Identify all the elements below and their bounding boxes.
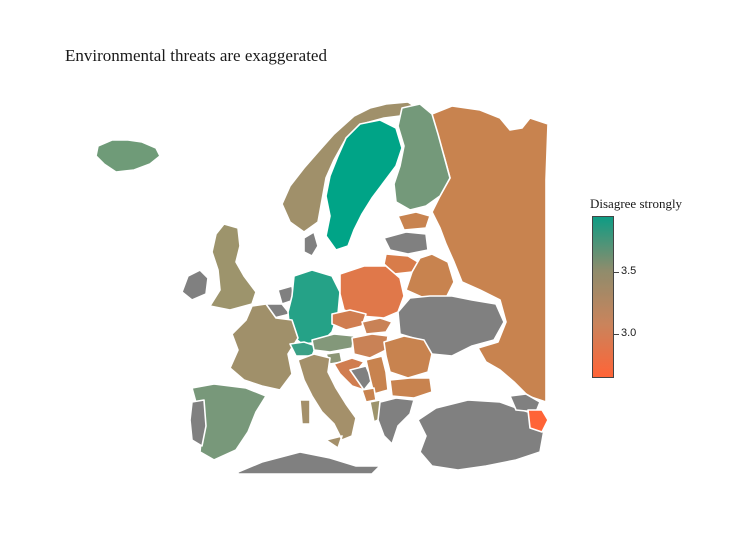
region-czechia[interactable] xyxy=(331,309,367,331)
region-iceland[interactable] xyxy=(95,139,161,173)
region-france[interactable] xyxy=(229,303,299,391)
region-united-kingdom[interactable] xyxy=(209,223,257,311)
legend-title: Disagree strongly xyxy=(590,196,683,211)
region-montenegro[interactable] xyxy=(361,387,377,403)
region-austria[interactable] xyxy=(311,333,355,353)
region-denmark[interactable] xyxy=(303,231,319,257)
region-sweden[interactable] xyxy=(325,119,403,251)
color-legend: Disagree strongly 3.5 3.0 xyxy=(590,196,710,396)
region-slovakia[interactable] xyxy=(361,317,393,335)
region-greece[interactable] xyxy=(377,397,415,445)
legend-tick-label: 3.0 xyxy=(621,327,637,340)
region-georgia[interactable] xyxy=(509,393,541,413)
region-turkey[interactable] xyxy=(417,399,545,471)
legend-color-bar xyxy=(592,216,614,378)
region-serbia[interactable] xyxy=(365,355,389,395)
legend-tick-mark xyxy=(614,272,619,274)
region-finland[interactable] xyxy=(393,103,451,211)
region-portugal[interactable] xyxy=(189,399,207,447)
region-latvia[interactable] xyxy=(383,231,429,255)
legend-tick-mark xyxy=(614,334,619,336)
region-north-africa[interactable] xyxy=(237,451,381,475)
region-romania[interactable] xyxy=(383,335,433,379)
region-bulgaria[interactable] xyxy=(389,377,433,399)
legend-tick-label: 3.5 xyxy=(621,265,637,278)
region-switzerland[interactable] xyxy=(289,341,317,357)
region-ireland[interactable] xyxy=(181,269,209,301)
map-title: Environmental threats are exaggerated xyxy=(65,46,327,65)
region-italy[interactable] xyxy=(297,353,357,449)
region-estonia[interactable] xyxy=(397,211,431,231)
region-russia[interactable] xyxy=(431,105,549,403)
region-armenia[interactable] xyxy=(527,409,549,433)
region-hungary[interactable] xyxy=(351,333,389,359)
region-belarus[interactable] xyxy=(405,253,455,299)
region-norway[interactable] xyxy=(281,101,421,233)
